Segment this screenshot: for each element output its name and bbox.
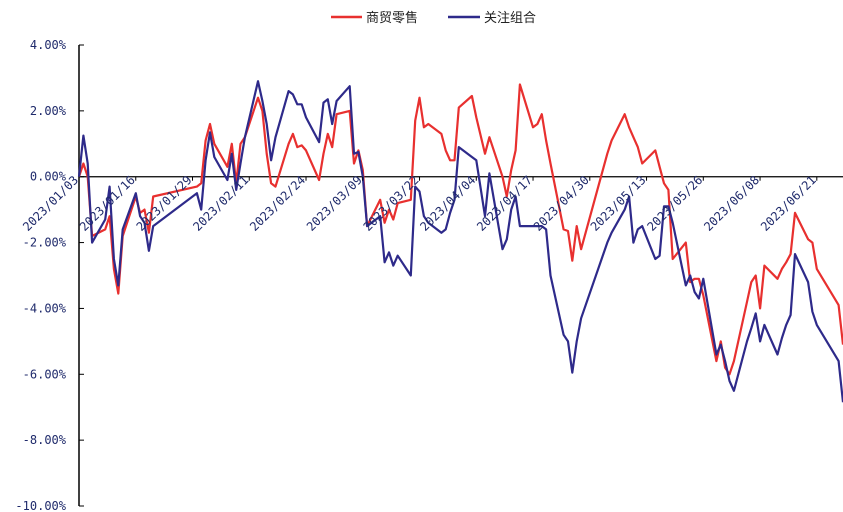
y-tick-label: 0.00% [30,170,67,184]
y-tick-label: -2.00% [23,236,67,250]
x-tick-label: 2023/01/29 [134,173,195,234]
series-line-1 [77,83,843,376]
y-tick-label: -4.00% [23,301,67,315]
legend-label-series-2: 关注组合 [484,11,536,26]
x-tick-label: 2023/06/21 [758,173,819,234]
series-layer [77,80,843,403]
series-line-2 [77,80,843,403]
y-tick-label: 4.00% [30,38,67,52]
x-tick-label: 2023/05/13 [588,173,649,234]
x-tick-label: 2023/03/09 [304,173,365,234]
legend-label-series-1: 商贸零售 [366,10,418,26]
x-axis: 2023/01/032023/01/162023/01/292023/02/11… [20,173,819,234]
x-tick-label: 2023/05/26 [644,173,705,234]
y-tick-label: -6.00% [23,367,67,381]
y-tick-label: 2.00% [30,104,67,118]
x-tick-label: 2023/06/08 [701,173,762,234]
legend: 商贸零售 关注组合 [331,10,536,26]
y-axis: 4.00% 2.00% 0.00% -2.00% -4.00% -6.00% -8.00% -… [15,38,84,512]
y-tick-label: -10.00% [15,499,66,512]
x-tick-label: 2023/04/30 [531,173,592,234]
y-tick-label: -8.00% [23,433,67,447]
